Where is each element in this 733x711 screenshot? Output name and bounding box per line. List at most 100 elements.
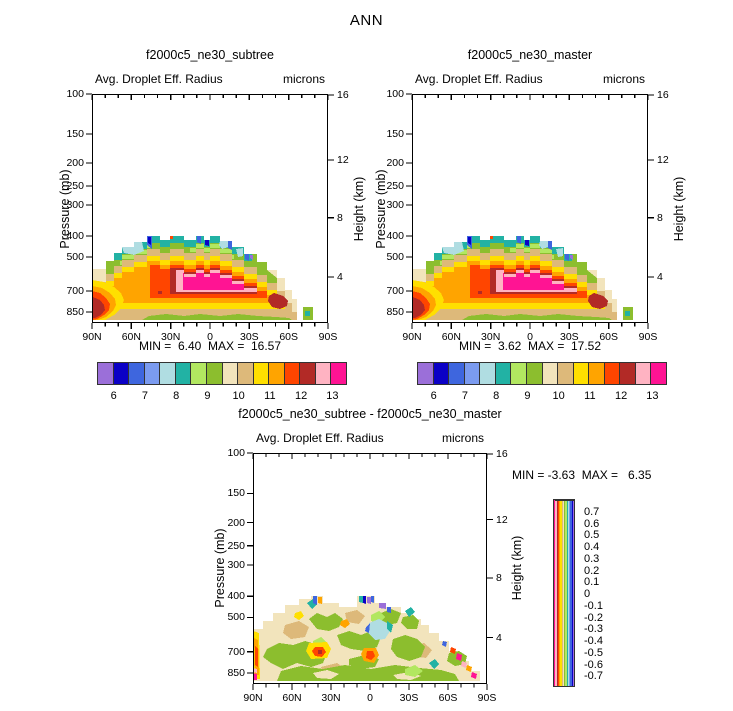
contour-field	[86, 93, 334, 329]
contour-region	[283, 621, 309, 639]
contour-region	[570, 255, 573, 260]
contour-region	[93, 297, 105, 318]
colorbar-cell	[174, 363, 191, 384]
colorbar-label: -0.3	[584, 623, 603, 636]
contour-region	[379, 603, 386, 609]
colorbar-label: 9	[204, 390, 211, 402]
contour-region	[294, 611, 304, 620]
colorbar-cell	[283, 363, 300, 384]
contour-region	[313, 596, 317, 605]
lat-tick-label: 30S	[239, 331, 259, 343]
pressure-tick-label: 400	[66, 229, 84, 242]
height-axis-label: Height (km)	[672, 176, 686, 242]
colorbar-cell	[494, 363, 511, 384]
pressure-tick-label: 100	[386, 88, 404, 100]
colorbar-cell	[554, 500, 556, 686]
lat-tick-label: 0	[527, 331, 533, 343]
colorbar-cell	[562, 500, 564, 686]
colorbar-cell	[559, 500, 561, 686]
pressure-tick-label: 700	[386, 284, 404, 297]
colorbar-cell	[314, 363, 331, 384]
colorbar-label: -0.7	[584, 670, 603, 683]
colorbar-cell	[432, 363, 449, 384]
colorbar-label: 8	[493, 390, 500, 402]
colorbar-cell	[525, 363, 542, 384]
pressure-tick-label: 200	[227, 516, 245, 529]
page-title: ANN	[349, 12, 384, 29]
units-label: microns	[602, 72, 645, 86]
colorbar-cell	[556, 500, 558, 686]
colorbar-cell	[448, 363, 464, 384]
pressure-tick-label: 850	[386, 306, 404, 318]
height-tick-label: 4	[337, 270, 343, 283]
height-tick-label: 16	[496, 447, 508, 460]
units-label: microns	[441, 431, 484, 445]
contour-region	[228, 241, 232, 250]
colorbar-label: 9	[524, 390, 531, 402]
lat-tick-label: 30N	[161, 331, 181, 343]
colorbar-cell	[650, 363, 666, 384]
colorbar-label: 8	[173, 390, 180, 402]
pressure-axis-label: Pressure (mb)	[374, 169, 388, 249]
contour-region	[368, 619, 390, 640]
colorbar-label: 6	[110, 390, 117, 402]
colorbar-label: 6	[430, 390, 437, 402]
colorbar-label: 12	[295, 390, 308, 402]
pressure-tick-label: 400	[386, 229, 404, 242]
pressure-tick-label: 150	[227, 487, 245, 500]
colorbar-cell	[268, 363, 284, 384]
height-tick-label: 12	[337, 153, 349, 166]
contour-field	[247, 452, 493, 690]
lat-tick-label: 60S	[279, 331, 298, 343]
lat-tick-label: 60S	[599, 331, 618, 343]
pressure-tick-label: 400	[227, 590, 245, 603]
colorbar-cell	[588, 363, 604, 384]
contour-region	[471, 672, 477, 679]
colorbar-cell	[619, 363, 635, 384]
pressure-tick-label: 850	[227, 666, 245, 679]
colorbar-cell	[143, 363, 160, 384]
lat-tick-label: 90S	[318, 331, 338, 343]
contour-region	[365, 623, 370, 633]
contour-region	[142, 314, 292, 320]
colorbar-label: 7	[461, 390, 468, 402]
contour-region	[405, 607, 415, 617]
colorbar-cell	[541, 363, 558, 384]
contour-region	[588, 293, 608, 309]
contour-region	[359, 596, 363, 603]
variable-label: Avg. Droplet Eff. Radius	[95, 72, 223, 86]
height-tick-label: 12	[496, 513, 508, 526]
colorbar-label: -0.2	[584, 611, 603, 624]
lat-tick-label: 60N	[121, 331, 141, 343]
colorbar-cell	[569, 500, 571, 686]
lat-tick-label: 60N	[282, 692, 302, 704]
stats-diff: MIN = -3.63 MAX = 6.35	[512, 468, 652, 482]
lat-tick-label: 30N	[321, 692, 341, 704]
colorbar-cell	[561, 500, 563, 686]
pressure-tick-label: 300	[227, 559, 245, 572]
contour-region	[429, 659, 439, 669]
variable-label: Avg. Droplet Eff. Radius	[415, 72, 543, 86]
colorbar-cell	[112, 363, 129, 384]
colorbar-cell	[330, 363, 346, 384]
colorbar-diff: 0.7 0.6 0.5 0.4 0.3 0.2 0.1 0 -0.1 -0.2 -0.3 -0.4 -0…	[553, 499, 603, 687]
panel-title-subtree: f2000c5_ne30_subtree	[146, 48, 274, 62]
contour-region	[525, 240, 529, 246]
colorbar-cell	[221, 363, 238, 384]
pressure-tick-label: 300	[386, 199, 404, 212]
colorbar-label: 0.5	[584, 529, 600, 542]
contour-region	[442, 242, 464, 255]
contour-region	[405, 665, 423, 677]
lat-tick-label: 90N	[243, 692, 263, 704]
pressure-tick-label: 500	[227, 611, 245, 624]
height-tick-label: 16	[657, 88, 669, 101]
pressure-tick-label: 700	[227, 645, 245, 658]
pressure-tick-label: 250	[66, 180, 84, 193]
colorbar-cell	[252, 363, 269, 384]
contour-region	[236, 248, 243, 257]
colorbar-label: 0.7	[584, 505, 600, 518]
contour-region	[245, 254, 249, 261]
contour-region	[255, 646, 258, 667]
colorbar-label: 0.6	[584, 517, 600, 530]
colorbar-cell	[479, 363, 495, 384]
